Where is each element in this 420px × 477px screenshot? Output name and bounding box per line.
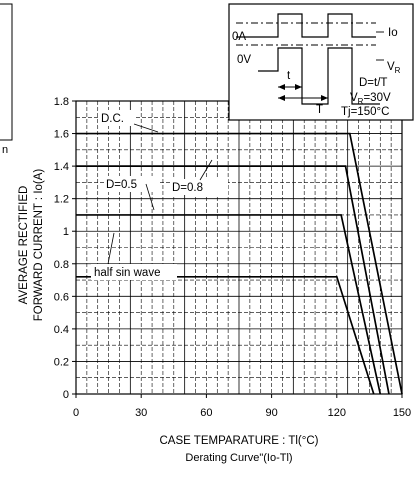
inset-vr-value-sub: R [358, 97, 364, 106]
series-line-d-c- [76, 132, 403, 395]
x-tick-label: 30 [135, 407, 147, 419]
grid [76, 101, 402, 394]
y-tick-label: 1.2 [54, 194, 69, 206]
x-tick-label: 90 [265, 407, 277, 419]
inset-vr-value-main: V [350, 92, 358, 104]
series-line-d-0-5 [76, 214, 382, 395]
left-fragment-text: n [2, 144, 8, 156]
y-axis-title: AVERAGE RECTIFIED FORWARD CURRENT : Io(A… [18, 169, 45, 322]
inset-0a: 0A [232, 31, 246, 43]
x-tick-label: 120 [328, 407, 346, 419]
label-d05: D=0.5 [106, 179, 137, 191]
y-tick-label: 0.4 [54, 324, 69, 336]
ylabel-line2: FORWARD CURRENT : Io(A) [33, 169, 45, 322]
inset-0v: 0V [237, 54, 251, 66]
inset-vr-value-rest: =30V [363, 92, 391, 104]
y-tick-label: 0.8 [54, 259, 69, 271]
chart-caption: Derating Curve"(Io-Tl) [185, 452, 292, 464]
label-d05-leader [145, 183, 155, 211]
inset-duty: D=t/T [359, 77, 387, 89]
y-tick-label: 1.8 [54, 96, 69, 108]
x-axis-title: CASE TEMPARATURE : Tl(°C) [159, 435, 318, 447]
y-tick-label: 0.6 [54, 291, 69, 303]
label-halfsin: half sin wave [94, 267, 160, 279]
label-d08: D=0.8 [172, 182, 203, 194]
inset-vr-main: V [387, 61, 395, 73]
label-halfsin-leader [107, 232, 115, 265]
inset-t: t [287, 70, 291, 82]
x-tick-label: 0 [73, 407, 79, 419]
x-ticks: 0 30 60 90 120 150 [73, 394, 411, 419]
y-tick-label: 0.2 [54, 356, 69, 368]
inset-vr: VR [387, 61, 401, 75]
series-labels: D.C. D=0.5 D=0.8 half sin wave [91, 110, 228, 280]
x-tick-label: 60 [200, 407, 212, 419]
inset-vr-value: VR=30V [350, 92, 391, 106]
x-tick-label: 150 [393, 407, 411, 419]
y-tick-label: 1 [63, 226, 69, 238]
inset-T: T [316, 104, 323, 116]
ylabel-line1: AVERAGE RECTIFIED [18, 186, 30, 305]
inset-vr-sub: R [395, 66, 401, 75]
y-tick-label: 1.6 [54, 129, 69, 141]
inset-diagram: 0A Io 0V VR t T D=t/T VR=30V Tj=150°C [228, 3, 414, 121]
y-ticks: 0 0.2 0.4 0.6 0.8 1 1.2 1.4 1.6 1.8 [54, 96, 76, 401]
inset-tj: Tj=150°C [341, 106, 389, 118]
curves [76, 132, 403, 395]
label-dc-leader [133, 123, 159, 133]
label-dc: D.C. [101, 113, 124, 125]
y-tick-label: 1.4 [54, 161, 69, 173]
left-clipped-box: n [0, 3, 13, 156]
inset-io: Io [388, 27, 398, 39]
series-line-d-0-8 [76, 165, 390, 395]
series-line-half-sin-wave [76, 275, 375, 395]
label-d08-leader [199, 159, 213, 181]
y-tick-label: 0 [63, 389, 69, 401]
